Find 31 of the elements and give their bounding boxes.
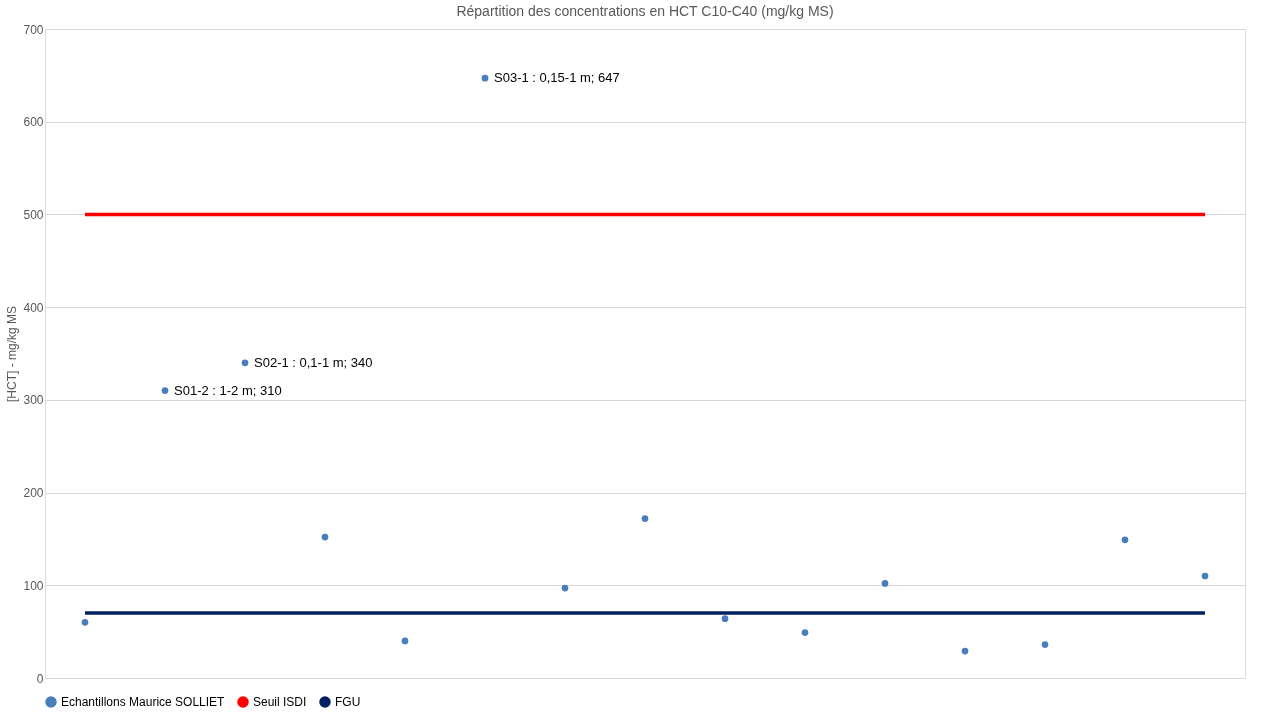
- point: [481, 74, 489, 82]
- data-label: S01-2 : 1-2 m; 310: [174, 382, 282, 398]
- point: [401, 637, 409, 645]
- point: [961, 647, 969, 655]
- y-tick-label: 300: [23, 393, 44, 408]
- legend-label: FGU: [335, 695, 361, 709]
- y-tick-label: 500: [23, 207, 44, 222]
- data-label: S03-1 : 0,15-1 m; 647: [494, 70, 620, 86]
- point: [241, 359, 249, 367]
- point: [1121, 536, 1129, 544]
- y-tick-label: 700: [23, 22, 44, 37]
- point: [641, 515, 649, 522]
- data-label: S02-1 : 0,1-1 m; 340: [254, 354, 373, 370]
- chart-title: Répartition des concentrations en HCT C10-C40 (mg/kg MS): [456, 3, 834, 19]
- point: [81, 619, 89, 626]
- point: [801, 629, 809, 636]
- point: [561, 584, 569, 592]
- legend-label: Echantillons Maurice SOLLIET: [61, 695, 226, 709]
- legend-label: Seuil ISDI: [253, 695, 307, 709]
- y-tick-label: 0: [36, 671, 44, 686]
- y-tick-label: 200: [23, 486, 44, 501]
- point: [881, 580, 889, 587]
- y-tick-label: 100: [23, 578, 44, 593]
- point: [1041, 641, 1049, 648]
- point: [321, 533, 329, 541]
- y-tick-label: 600: [23, 115, 44, 130]
- y-tick-label: 400: [23, 300, 44, 315]
- point: [1201, 572, 1209, 580]
- point: [721, 615, 729, 623]
- point: [161, 387, 169, 394]
- y-axis-title: [HCT] - mg/kg MS: [5, 305, 20, 403]
